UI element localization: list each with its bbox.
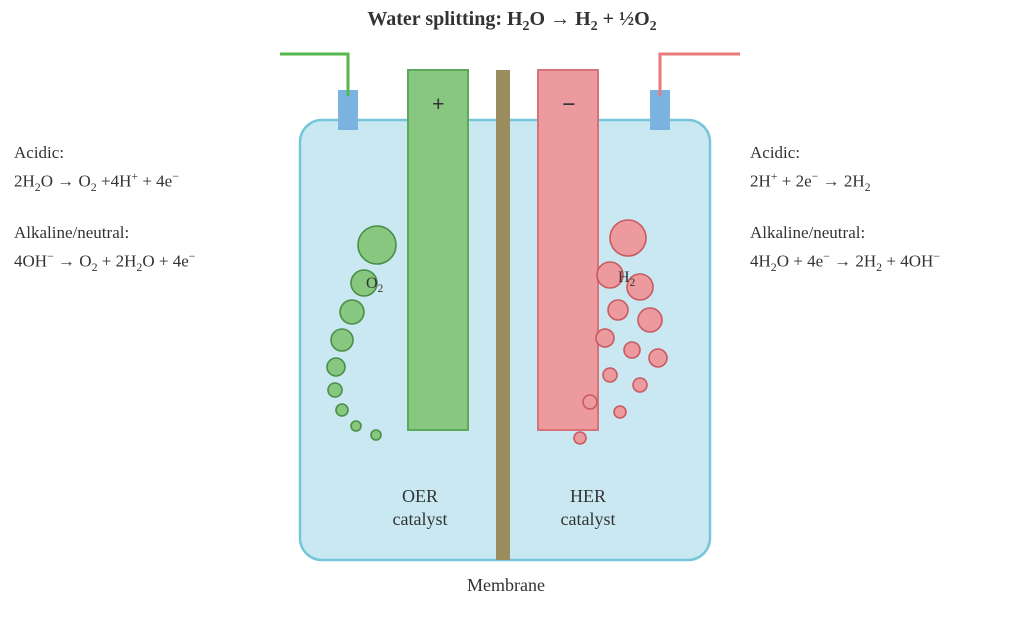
h2-bubble [614, 406, 626, 418]
oer-acidic-formula: 2H2O → O2 +4H+ + 4e− [14, 168, 274, 197]
h2-bubble [638, 308, 662, 332]
h2-bubble [624, 342, 640, 358]
cathode [538, 70, 598, 430]
her-acidic-label: Acidic: [750, 140, 1020, 166]
o2-bubble [351, 421, 361, 431]
anode-sign: + [432, 90, 445, 119]
o2-flow-arrow [280, 54, 348, 106]
anode [408, 70, 468, 430]
o2-bubble [331, 329, 353, 351]
h2-bubble-label: H2 [618, 268, 635, 291]
her-equations: Acidic: 2H+ + 2e− → 2H2 Alkaline/neutral… [750, 140, 1020, 301]
h2-bubble [574, 432, 586, 444]
oer-alkaline-label: Alkaline/neutral: [14, 220, 274, 246]
o2-bubble [371, 430, 381, 440]
title: Water splitting: H2O → H2 + ½O2 [367, 8, 656, 35]
o2-bubble [358, 226, 396, 264]
h2-bubble [596, 329, 614, 347]
her-alkaline-label: Alkaline/neutral: [750, 220, 1020, 246]
o2-bubble [327, 358, 345, 376]
oer-acidic-label: Acidic: [14, 140, 274, 166]
o2-bubble [336, 404, 348, 416]
h2-bubble [608, 300, 628, 320]
oer-catalyst-label: OERcatalyst [370, 485, 470, 532]
cathode-sign: − [562, 90, 576, 121]
h2-bubble [649, 349, 667, 367]
oer-alkaline-formula: 4OH− → O2 + 2H2O + 4e− [14, 248, 274, 277]
diagram-svg [280, 40, 740, 600]
h2-bubble [603, 368, 617, 382]
h2-bubble [633, 378, 647, 392]
o2-bubble [340, 300, 364, 324]
her-alkaline-formula: 4H2O + 4e− → 2H2 + 4OH− [750, 248, 1020, 277]
o2-bubble-label: O2 [366, 274, 383, 297]
h2-bubble [610, 220, 646, 256]
membrane-label: Membrane [456, 574, 556, 597]
o2-bubble [328, 383, 342, 397]
her-acidic-formula: 2H+ + 2e− → 2H2 [750, 168, 1020, 197]
electrolysis-diagram: O2 H2 + − OERcatalyst HERcatalyst Membra… [280, 40, 740, 600]
h2-bubble [583, 395, 597, 409]
membrane [496, 70, 510, 560]
her-catalyst-label: HERcatalyst [538, 485, 638, 532]
h2-flow-arrow [660, 54, 740, 106]
oer-equations: Acidic: 2H2O → O2 +4H+ + 4e− Alkaline/ne… [14, 140, 274, 301]
